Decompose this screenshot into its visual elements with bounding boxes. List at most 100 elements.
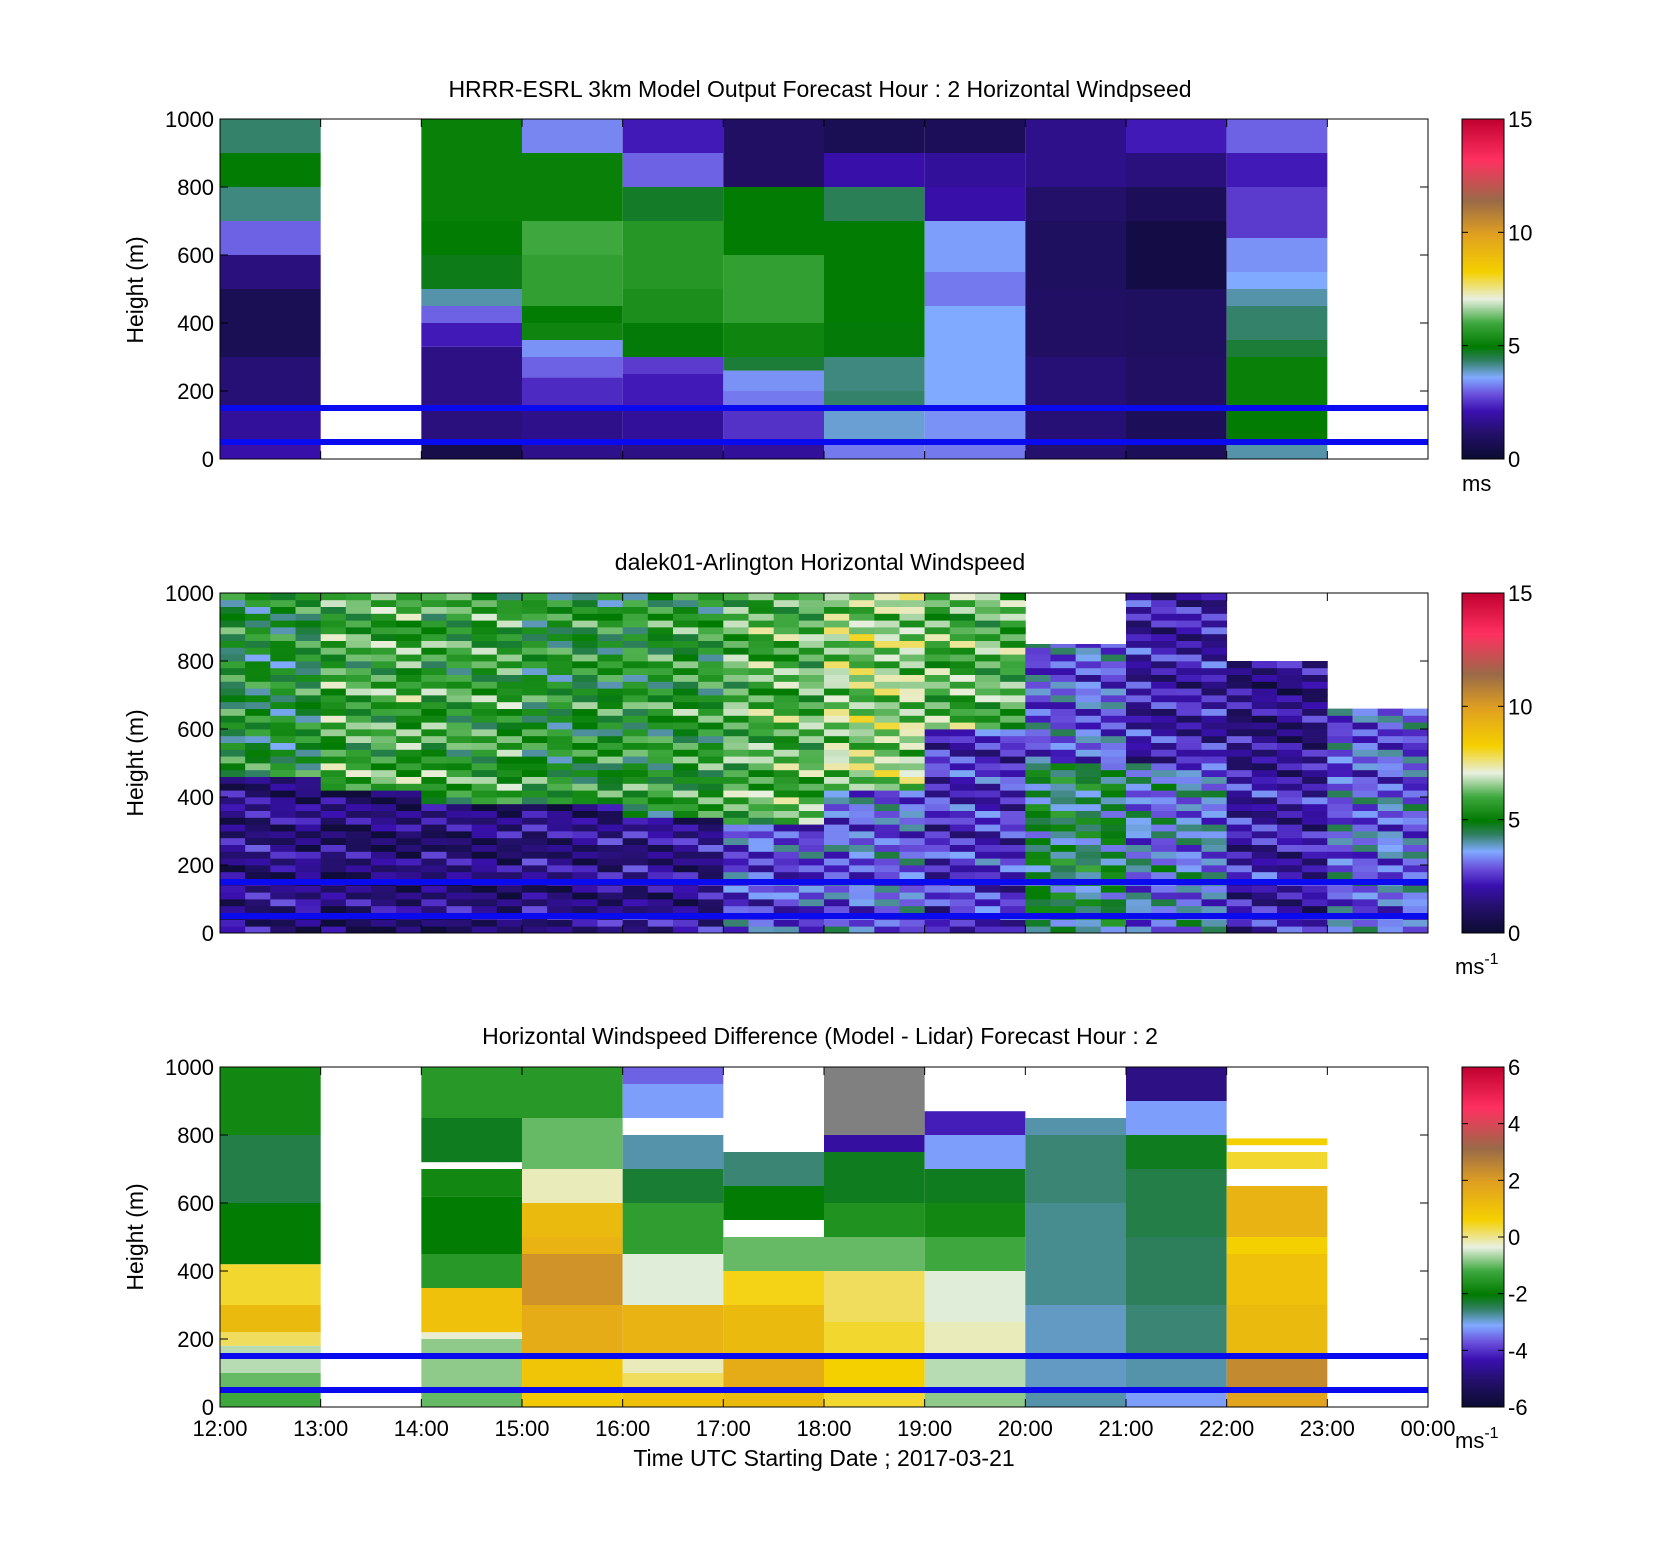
lidar-cell (572, 783, 598, 791)
lidar-cell (1075, 783, 1102, 791)
lidar-cell (1352, 885, 1379, 893)
heatmap-cell (1226, 238, 1328, 272)
lidar-cell (1025, 701, 1051, 709)
heatmap-cell (220, 357, 321, 408)
lidar-cell (270, 851, 296, 859)
lidar-cell (1126, 844, 1152, 852)
lidar-cell (723, 817, 749, 825)
lidar-cell (924, 892, 951, 900)
lidar-cell (496, 776, 523, 784)
lidar-cell (1100, 688, 1127, 696)
lidar-cell (345, 627, 372, 635)
lidar-cell (1277, 661, 1303, 669)
lidar-cell (1025, 905, 1051, 913)
lidar-cell (899, 865, 926, 873)
lidar-cell (1327, 715, 1353, 723)
heatmap-cell (421, 1118, 522, 1163)
lidar-cell (622, 810, 649, 818)
lidar-cell (1176, 715, 1202, 723)
lidar-cell (1377, 926, 1404, 934)
lidar-cell (396, 647, 422, 655)
heatmap-cell (421, 442, 522, 459)
lidar-cell (1302, 688, 1328, 696)
lidar-cell (1000, 858, 1026, 866)
lidar-cell (345, 892, 372, 900)
lidar-cell (371, 695, 397, 703)
heatmap-cell (1226, 340, 1328, 357)
lidar-cell (496, 926, 523, 934)
lidar-cell (1402, 790, 1429, 798)
lidar-cell (295, 763, 322, 771)
lidar-cell (572, 892, 598, 900)
lidar-cell (773, 892, 800, 900)
lidar-cell (1000, 729, 1026, 737)
lidar-cell (421, 749, 447, 757)
lidar-cell (673, 681, 699, 689)
lidar-cell (1126, 769, 1152, 777)
lidar-cell (371, 885, 397, 893)
lidar-cell (1277, 892, 1303, 900)
lidar-cell (270, 899, 296, 907)
lidar-cell (320, 885, 347, 893)
lidar-cell (949, 640, 976, 648)
heatmap-cell (924, 1169, 1026, 1203)
lidar-cell (421, 756, 447, 764)
lidar-cell (698, 613, 724, 621)
lidar-cell (320, 735, 347, 743)
lidar-cell (1226, 803, 1253, 811)
lidar-cell (924, 803, 951, 811)
lidar-cell (320, 681, 347, 689)
lidar-cell (899, 831, 926, 839)
lidar-cell (220, 688, 246, 696)
lidar-cell (220, 674, 246, 682)
heatmap-cell (824, 1067, 925, 1135)
lidar-cell (320, 905, 347, 913)
lidar-cell (345, 708, 372, 716)
heatmap-cell (723, 255, 824, 323)
lidar-cell (1050, 715, 1077, 723)
heatmap-cell (1025, 1305, 1126, 1356)
lidar-cell (245, 606, 271, 614)
lidar-cell (496, 844, 523, 852)
panel-model-colorbar-scale (1461, 118, 1505, 460)
lidar-cell (975, 824, 1001, 832)
lidar-cell (975, 627, 1001, 635)
lidar-cell (723, 776, 749, 784)
lidar-cell (723, 824, 749, 832)
lidar-cell (471, 919, 498, 927)
lidar-cell (1201, 763, 1228, 771)
heatmap-cell (924, 1237, 1026, 1271)
lidar-cell (1126, 858, 1152, 866)
lidar-cell (446, 810, 473, 818)
lidar-cell (723, 763, 749, 771)
lidar-cell (1226, 763, 1253, 771)
lidar-cell (421, 899, 447, 907)
lidar-cell (295, 667, 322, 675)
lidar-cell (748, 606, 775, 614)
lidar-cell (1302, 851, 1328, 859)
lidar-cell (547, 797, 573, 805)
lidar-cell (220, 593, 246, 601)
heatmap-cell (824, 153, 925, 187)
lidar-cell (849, 756, 875, 764)
lidar-cell (396, 892, 422, 900)
lidar-cell (1176, 633, 1202, 641)
lidar-cell (824, 599, 850, 607)
lidar-cell (496, 905, 523, 913)
lidar-cell (1176, 844, 1202, 852)
lidar-cell (1377, 790, 1404, 798)
lidar-cell (975, 844, 1001, 852)
lidar-cell (1201, 593, 1228, 601)
lidar-cell (295, 640, 322, 648)
lidar-cell (1025, 858, 1051, 866)
lidar-cell (320, 831, 347, 839)
lidar-cell (622, 824, 649, 832)
x-axis-label: Time UTC Starting Date ; 2017-03-21 (633, 1445, 1015, 1471)
lidar-cell (597, 599, 624, 607)
lidar-cell (874, 661, 900, 669)
lidar-cell (396, 749, 422, 757)
lidar-cell (698, 844, 724, 852)
lidar-cell (421, 892, 447, 900)
lidar-cell (773, 708, 800, 716)
